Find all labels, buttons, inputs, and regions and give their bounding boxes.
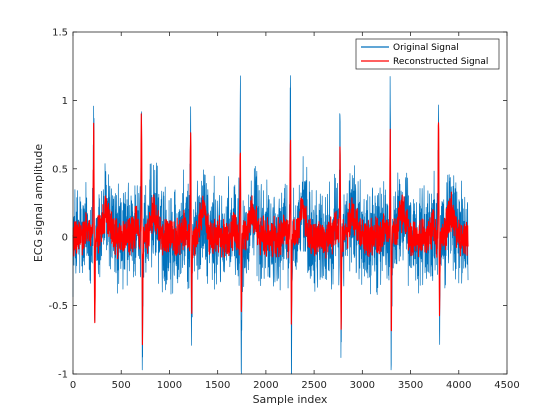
series-line-reconstructed-signal — [72, 113, 469, 346]
x-tick-label: 3500 — [398, 380, 423, 391]
x-tick-label: 0 — [70, 380, 76, 391]
plot-area: 0 500 1000 1500 2000 2500 3000 3500 4000 4500 -1 -0… — [48, 28, 519, 392]
legend: Original Signal Reconstructed Signal — [355, 38, 500, 70]
legend-label-reconstructed: Reconstructed Signal — [393, 57, 488, 67]
x-tick-label: 4500 — [494, 380, 519, 391]
x-tick-label: 2500 — [301, 380, 326, 391]
y-axis-label: ECG signal amplitude — [32, 144, 45, 263]
tick-layer: 0 500 1000 1500 2000 2500 3000 3500 4000 4500 -1 -0… — [48, 28, 519, 392]
y-tick-label: 0.5 — [52, 164, 68, 175]
y-tick-label: -0.5 — [48, 301, 68, 312]
x-tick-label: 3000 — [350, 380, 375, 391]
y-tick-label: -1 — [58, 370, 68, 381]
series-layer — [72, 75, 469, 375]
legend-box — [355, 38, 500, 70]
x-axis-label: Sample index — [253, 393, 328, 406]
x-tick-label: 1000 — [157, 380, 182, 391]
y-tick-label: 0 — [62, 233, 68, 244]
x-tick-label: 4000 — [446, 380, 471, 391]
y-tick-label: 1 — [62, 96, 68, 107]
x-tick-label: 1500 — [205, 380, 230, 391]
y-tick-label: 1.5 — [52, 28, 68, 39]
legend-label-original: Original Signal — [393, 43, 459, 53]
x-tick-label: 500 — [112, 380, 131, 391]
x-tick-label: 2000 — [253, 380, 278, 391]
axes-frame — [72, 31, 508, 375]
